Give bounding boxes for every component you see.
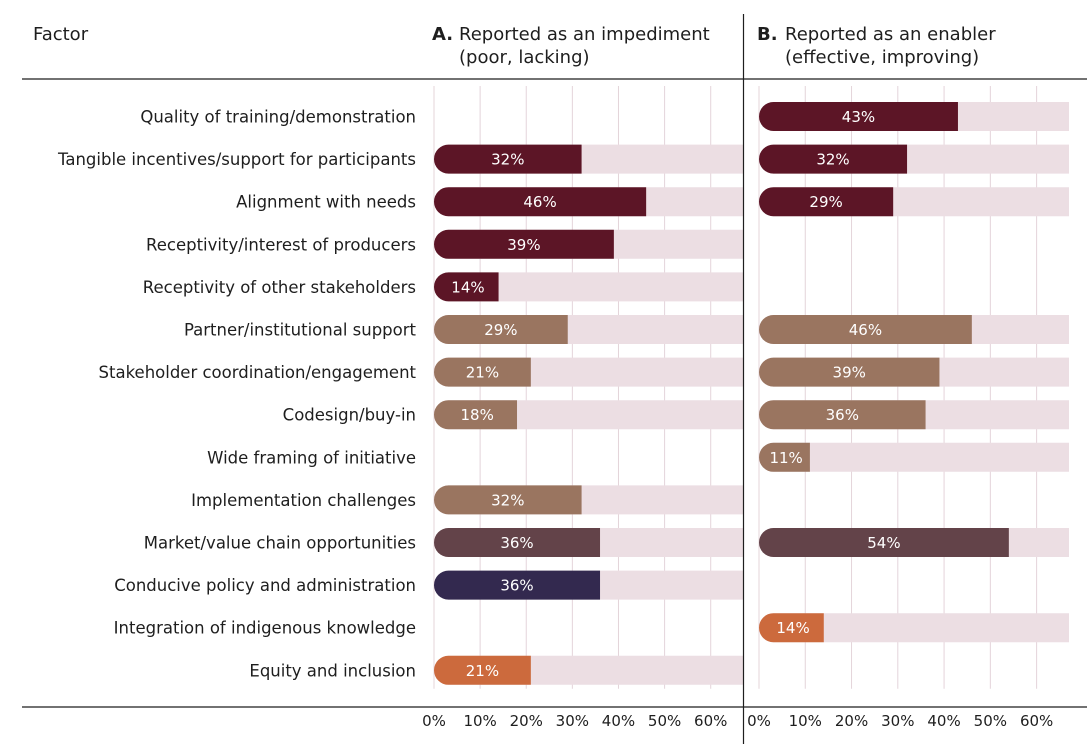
bar-value-label-b: 36% bbox=[826, 406, 859, 424]
bar-b bbox=[759, 613, 824, 643]
bar-a bbox=[434, 655, 531, 685]
tick-label-b-60: 60% bbox=[1020, 712, 1053, 730]
bar-b bbox=[759, 528, 1009, 557]
bar-value-label-a: 39% bbox=[507, 236, 540, 254]
tick-label-a-60: 60% bbox=[694, 712, 727, 730]
bar-b bbox=[759, 400, 926, 430]
bar-track-b bbox=[759, 613, 1069, 643]
bar-value-label-b: 43% bbox=[842, 108, 875, 126]
tick-label-b-50: 50% bbox=[974, 712, 1007, 730]
bar-b bbox=[759, 315, 972, 344]
tick-label-b-10: 10% bbox=[789, 712, 822, 730]
bar-a bbox=[434, 187, 647, 217]
factor-label: Wide framing of initiative bbox=[207, 448, 416, 467]
bar-value-label-a: 46% bbox=[523, 193, 556, 211]
panel-b-title-line1: Reported as an enabler bbox=[785, 24, 996, 45]
bar-value-label-b: 54% bbox=[867, 534, 900, 552]
factor-label: Market/value chain opportunities bbox=[144, 534, 416, 553]
factor-label: Stakeholder coordination/engagement bbox=[99, 363, 417, 382]
gridlines bbox=[433, 86, 1038, 689]
tick-label-a-20: 20% bbox=[510, 712, 543, 730]
bar-a bbox=[434, 357, 531, 387]
bar-value-label-b: 14% bbox=[776, 619, 809, 637]
bar-value-labels: 43% 32% 32% 46% 29% 39% 14% 29% 46% 21% 39% 18% 36% 1… bbox=[451, 108, 900, 680]
bar-value-label-b: 46% bbox=[849, 321, 882, 339]
x-axis-ticks: 0% 10% 20% 30% 40% 50% 60% 0% 10% 20% 30% 40% 50% 60% bbox=[422, 712, 1053, 730]
factor-label: Quality of training/demonstration bbox=[140, 108, 416, 127]
bar-a bbox=[434, 272, 499, 302]
panel-b-letter: B. bbox=[757, 24, 778, 45]
bar-value-label-a: 14% bbox=[451, 278, 484, 296]
bar-b bbox=[759, 187, 894, 217]
bar-value-label-b: 29% bbox=[809, 193, 842, 211]
factor-label: Implementation challenges bbox=[191, 491, 416, 510]
bar-value-label-a: 32% bbox=[491, 491, 524, 509]
bar-a bbox=[434, 315, 568, 344]
bar-value-label-a: 29% bbox=[484, 321, 517, 339]
factor-label: Codesign/buy-in bbox=[283, 406, 416, 425]
bar-a bbox=[434, 528, 601, 557]
bar-value-label-b: 32% bbox=[816, 151, 849, 169]
factor-label: Conducive policy and administration bbox=[114, 576, 416, 595]
bar-a bbox=[434, 229, 614, 259]
bar-track-b bbox=[759, 442, 1069, 472]
panel-a-title-line1: Reported as an impediment bbox=[459, 24, 710, 45]
bar-value-label-a: 21% bbox=[466, 662, 499, 680]
bar-a bbox=[433, 485, 582, 515]
factor-label: Alignment with needs bbox=[236, 193, 416, 212]
panel-a-title-line2: (poor, lacking) bbox=[459, 47, 590, 68]
factor-header: Factor bbox=[33, 24, 89, 45]
tick-label-a-30: 30% bbox=[556, 712, 589, 730]
bar-a bbox=[434, 144, 582, 174]
factor-label: Tangible incentives/support for particip… bbox=[57, 150, 416, 169]
bar-value-label-a: 32% bbox=[491, 151, 524, 169]
bar-b bbox=[759, 144, 908, 174]
tick-label-b-20: 20% bbox=[835, 712, 868, 730]
bar-track-a bbox=[434, 272, 743, 302]
bars bbox=[433, 102, 1009, 685]
factor-label: Partner/institutional support bbox=[184, 321, 417, 340]
tick-label-a-50: 50% bbox=[648, 712, 681, 730]
factor-label: Receptivity of other stakeholders bbox=[143, 278, 416, 297]
bar-b bbox=[759, 442, 810, 472]
tick-label-b-40: 40% bbox=[927, 712, 960, 730]
factor-label: Equity and inclusion bbox=[249, 661, 416, 680]
bar-value-label-a: 21% bbox=[466, 364, 499, 382]
panel-b-title-line2: (effective, improving) bbox=[785, 47, 979, 68]
tick-label-b-0: 0% bbox=[747, 712, 771, 730]
bar-value-label-a: 18% bbox=[461, 406, 494, 424]
bar-value-label-b: 39% bbox=[833, 364, 866, 382]
factor-labels: Quality of training/demonstration Tangibl… bbox=[57, 108, 417, 681]
bar-b bbox=[759, 102, 958, 131]
bar-b bbox=[759, 357, 940, 387]
panel-a-letter: A. bbox=[432, 24, 453, 45]
factor-label: Receptivity/interest of producers bbox=[146, 235, 416, 254]
tick-label-a-40: 40% bbox=[602, 712, 635, 730]
tick-label-a-10: 10% bbox=[463, 712, 496, 730]
bar-value-label-b: 11% bbox=[769, 449, 802, 467]
bar-a bbox=[434, 570, 601, 600]
factor-label: Integration of indigenous knowledge bbox=[114, 619, 416, 638]
bar-a bbox=[434, 400, 518, 430]
tick-label-a-0: 0% bbox=[422, 712, 446, 730]
bar-value-label-a: 36% bbox=[500, 534, 533, 552]
tick-label-b-30: 30% bbox=[881, 712, 914, 730]
bar-value-label-a: 36% bbox=[500, 577, 533, 595]
